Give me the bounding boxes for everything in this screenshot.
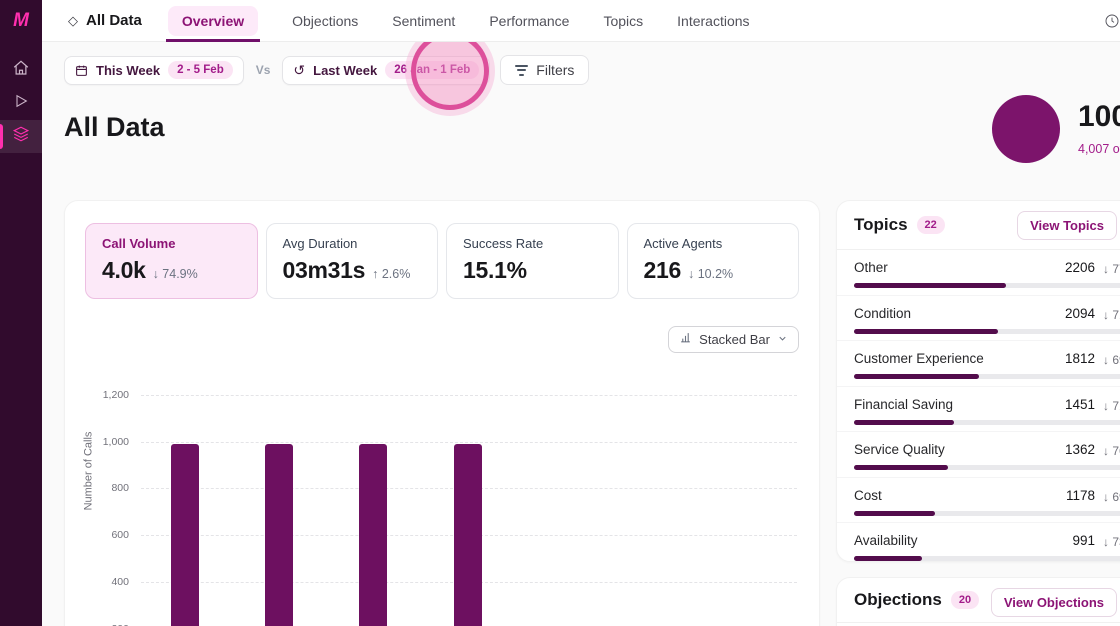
- history-icon: ↺: [293, 62, 306, 78]
- kpi-delta: ↓ 74.9%: [152, 267, 198, 281]
- topic-progress-fill: [854, 556, 922, 561]
- primary-range-badge: 2 - 5 Feb: [168, 61, 233, 79]
- view-objections-button[interactable]: View Objections: [990, 588, 1117, 617]
- vs-label: Vs: [255, 63, 271, 77]
- divider: [837, 249, 1120, 250]
- filter-icon: [515, 64, 529, 76]
- call-volume-card: Call Volume 4.0k ↓ 74.9% Avg Duration 03m…: [64, 200, 820, 626]
- topic-row-customer-experience[interactable]: Customer Experience 1812 ↓ 69.9: [837, 341, 1120, 387]
- topic-progress-fill: [854, 283, 1006, 288]
- kpi-value: 4.0k: [102, 257, 146, 283]
- kpi-value: 15.1%: [463, 257, 527, 283]
- objections-title: Objections: [854, 590, 942, 609]
- kpi-value: 03m31s: [282, 257, 366, 283]
- objections-count-badge: 20: [950, 591, 980, 609]
- gridline: [141, 395, 797, 396]
- y-tick: 800: [111, 482, 129, 494]
- tab-overview[interactable]: Overview: [165, 0, 261, 42]
- topic-progress-track: [854, 556, 1120, 561]
- chart-type-select[interactable]: Stacked Bar: [668, 326, 799, 353]
- chart-bar[interactable]: [265, 444, 293, 626]
- topic-row-availability[interactable]: Availability 991 ↓ 73.7: [837, 523, 1120, 561]
- topic-progress-fill: [854, 328, 998, 334]
- topic-progress-track: [854, 510, 1120, 516]
- kpi-call-volume[interactable]: Call Volume 4.0k ↓ 74.9%: [85, 223, 258, 299]
- tab-topics[interactable]: Topics: [603, 12, 644, 29]
- compare-range-label: Last Week: [313, 62, 378, 78]
- kpi-avg-duration[interactable]: Avg Duration 03m31s ↑ 2.6%: [265, 223, 438, 299]
- chart-type-value: Stacked Bar: [699, 332, 770, 347]
- date-toolbar: This Week 2 - 5 Feb Vs ↺ Last Week 26 Ja…: [64, 55, 590, 85]
- compare-date-range-button[interactable]: ↺ Last Week 26 Jan - 1 Feb: [282, 55, 491, 85]
- tab-interactions[interactable]: Interactions: [677, 12, 750, 29]
- topics-count-badge: 22: [916, 216, 945, 234]
- topic-progress-fill: [854, 419, 954, 425]
- kpi-delta: ↓ 10.2%: [687, 267, 734, 281]
- topic-progress-fill: [854, 374, 979, 379]
- compare-range-badge: 26 Jan - 1 Feb: [385, 61, 480, 79]
- topics-title: Topics: [854, 215, 908, 234]
- summary-value: 100: [1078, 100, 1120, 133]
- kpi-row: Call Volume 4.0k ↓ 74.9% Avg Duration 03m…: [85, 223, 799, 299]
- view-topics-button[interactable]: View Topics: [1017, 211, 1117, 240]
- topics-list: Other 2206 ↓ 77. Condition 2094 ↓ 71.4 C…: [837, 250, 1120, 561]
- topic-row-service-quality[interactable]: Service Quality 1362 ↓ 76.6: [837, 432, 1120, 478]
- sidebar-item-home[interactable]: [0, 54, 42, 87]
- kpi-success-rate[interactable]: Success Rate 15.1%: [446, 223, 619, 299]
- topic-progress-fill: [854, 510, 935, 516]
- kpi-value: 216: [643, 257, 682, 283]
- layers-icon: [12, 125, 30, 148]
- topic-progress-track: [854, 374, 1120, 379]
- kpi-active-agents[interactable]: Active Agents 216 ↓ 10.2%: [626, 223, 799, 299]
- topic-progress-fill: [854, 465, 948, 470]
- topic-row-financial-saving[interactable]: Financial Saving 1451 ↓ 71.7: [837, 387, 1120, 432]
- clock-icon[interactable]: [1104, 13, 1120, 34]
- chart-bar[interactable]: [171, 444, 199, 626]
- sidebar-item-runs[interactable]: [0, 87, 42, 120]
- chevron-down-icon: [777, 331, 788, 349]
- filters-label: Filters: [536, 62, 575, 78]
- chart-bar[interactable]: [359, 444, 387, 626]
- context-selector[interactable]: ◇ All Data: [68, 12, 142, 29]
- calendar-icon: [75, 64, 88, 77]
- diamond-icon: ◇: [68, 12, 78, 28]
- summary-subtext: 4,007 of: [1078, 142, 1120, 156]
- primary-range-label: This Week: [96, 62, 161, 78]
- topic-row-other[interactable]: Other 2206 ↓ 77.: [837, 250, 1120, 296]
- topic-row-condition[interactable]: Condition 2094 ↓ 71.4: [837, 296, 1120, 341]
- topic-progress-track: [854, 328, 1120, 334]
- y-tick: 400: [111, 576, 129, 588]
- app-logo: M: [13, 10, 29, 31]
- home-icon: [12, 59, 30, 82]
- bar-chart-icon: [679, 331, 692, 349]
- tab-objections[interactable]: Objections: [292, 12, 359, 29]
- topics-panel: Topics 22 View Topics Other 2206 ↓ 77. C…: [836, 200, 1120, 562]
- topic-progress-track: [854, 465, 1120, 470]
- filters-button[interactable]: Filters: [500, 55, 590, 85]
- y-tick: 1,000: [102, 435, 129, 448]
- y-tick: 600: [111, 529, 129, 541]
- divider: [837, 622, 1120, 623]
- kpi-delta: ↑ 2.6%: [372, 267, 411, 281]
- top-nav: ◇ All Data Overview Objections Sentiment…: [42, 0, 1120, 42]
- sidebar-item-data[interactable]: [0, 120, 42, 153]
- chart-bar[interactable]: [454, 444, 482, 626]
- y-tick: 1,200: [102, 389, 129, 401]
- topic-progress-track: [854, 283, 1120, 288]
- objections-panel: Objections 20 View Objections: [836, 577, 1120, 626]
- sidebar: M: [0, 0, 42, 626]
- primary-date-range-button[interactable]: This Week 2 - 5 Feb: [64, 55, 244, 85]
- page-title: All Data: [64, 112, 165, 142]
- gridline: [141, 441, 797, 443]
- play-icon: [13, 93, 29, 114]
- y-tick: 200: [85, 623, 129, 626]
- topic-row-cost[interactable]: Cost 1178 ↓ 69.7: [837, 478, 1120, 523]
- summary-donut-chart: [992, 95, 1060, 163]
- tab-performance[interactable]: Performance: [489, 12, 570, 29]
- context-label: All Data: [86, 12, 142, 29]
- nav-tabs: Overview Objections Sentiment Performanc…: [165, 0, 752, 42]
- tab-sentiment[interactable]: Sentiment: [392, 12, 456, 29]
- topic-progress-track: [854, 419, 1120, 425]
